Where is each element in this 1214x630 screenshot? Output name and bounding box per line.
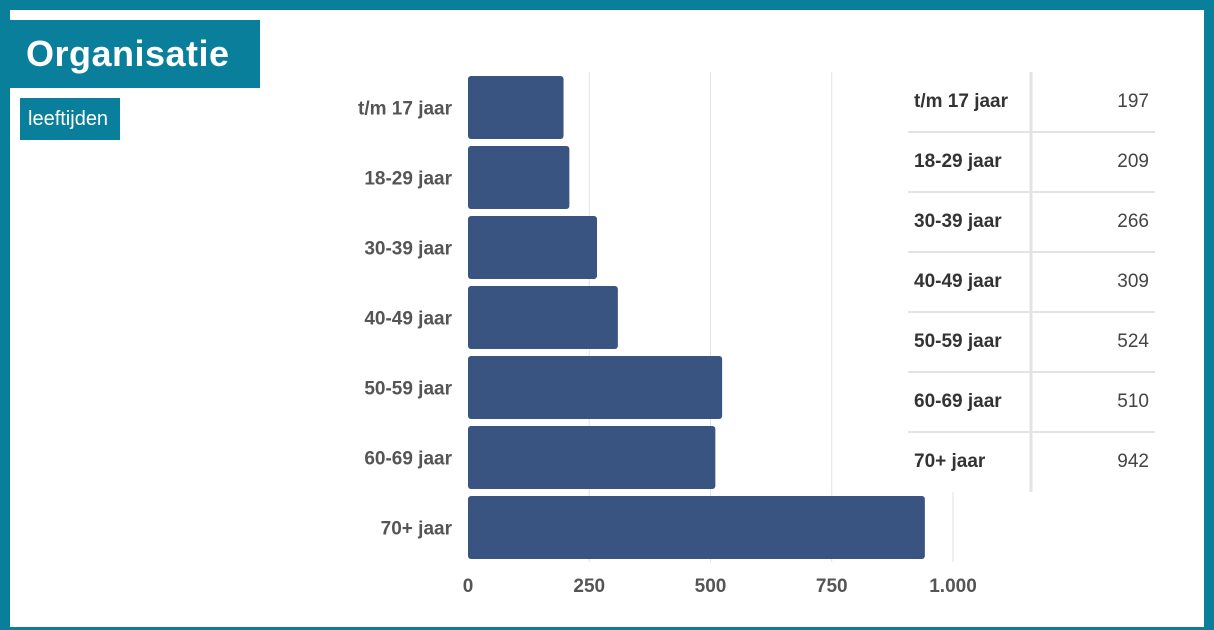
category-labels: t/m 17 jaar 18-29 jaar 30-39 jaar 40-49 jaa… <box>358 99 453 540</box>
x-tick-label: 0 <box>463 576 474 597</box>
table-row-label: 70+ jaar <box>914 451 986 472</box>
bar-2 <box>468 146 570 209</box>
table-row-value: 942 <box>1117 451 1149 472</box>
table-row-value: 197 <box>1117 91 1149 112</box>
x-tick-label: 500 <box>695 576 727 597</box>
category-label: 30-39 jaar <box>364 239 452 260</box>
bar-4 <box>468 286 618 349</box>
category-label: 60-69 jaar <box>364 449 452 470</box>
table-row-label: 30-39 jaar <box>914 211 1002 232</box>
data-table: t/m 17 jaar 197 18-29 jaar 209 30-39 jaar 266… <box>908 72 1155 492</box>
page-title: Organisatie <box>10 20 260 88</box>
x-tick-label: 250 <box>573 576 605 597</box>
bar-7 <box>468 496 925 559</box>
category-label: 70+ jaar <box>381 519 453 540</box>
table-row-label: 60-69 jaar <box>914 391 1002 412</box>
x-axis-tick-labels: 0 250 500 750 1.000 <box>463 576 977 597</box>
table-row-value: 524 <box>1117 331 1149 352</box>
category-label: 40-49 jaar <box>364 309 452 330</box>
bar-chart: t/m 17 jaar 18-29 jaar 30-39 jaar 40-49 jaa… <box>358 72 1155 597</box>
table-row-value: 266 <box>1117 211 1149 232</box>
table-row-value: 309 <box>1117 271 1149 292</box>
table-row-label: 40-49 jaar <box>914 271 1002 292</box>
bar-3 <box>468 216 598 279</box>
page-subtitle: leeftijden <box>20 98 121 140</box>
x-tick-label: 1.000 <box>929 576 977 597</box>
bar-5 <box>468 356 723 419</box>
x-tick-label: 750 <box>816 576 848 597</box>
bar-6 <box>468 426 716 489</box>
bars <box>468 76 925 559</box>
category-label: 50-59 jaar <box>364 379 452 400</box>
category-label: t/m 17 jaar <box>358 99 453 120</box>
table-row-value: 209 <box>1117 151 1149 172</box>
table-row-label: 50-59 jaar <box>914 331 1002 352</box>
bar-1 <box>468 76 564 139</box>
category-label: 18-29 jaar <box>364 169 452 190</box>
table-row-label: t/m 17 jaar <box>914 91 1009 112</box>
table-row-value: 510 <box>1117 391 1149 412</box>
table-row-label: 18-29 jaar <box>914 151 1002 172</box>
